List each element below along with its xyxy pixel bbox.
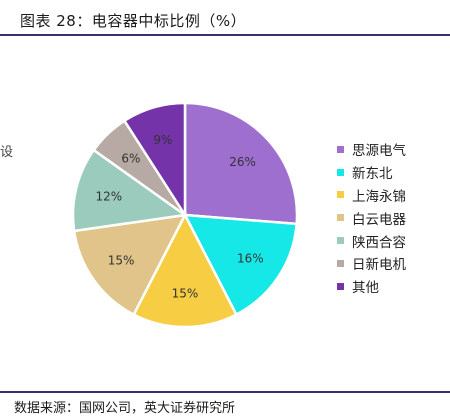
top-divider <box>0 34 450 36</box>
legend-label-4: 陕西合容 <box>352 234 406 251</box>
legend-label-3: 白云电器 <box>352 211 406 228</box>
legend-swatch-3 <box>337 214 344 222</box>
legend-label-5: 日新电机 <box>352 257 406 274</box>
bottom-divider <box>0 391 450 393</box>
legend-item-1: 新东北 <box>337 161 406 184</box>
pie-slice-6 <box>122 101 187 220</box>
legend-label-1: 新东北 <box>352 166 393 183</box>
data-source: 数据来源：国网公司，英大证券研究所 <box>14 401 236 416</box>
legend-swatch-2 <box>337 191 344 199</box>
legend-swatch-4 <box>337 237 344 245</box>
legend-item-6: 其他 <box>337 275 406 298</box>
pie-slice-1 <box>182 213 298 317</box>
legend-swatch-1 <box>337 168 344 176</box>
chart-legend: 思源电气新东北上海永锦白云电器陕西合容日新电机其他 <box>337 138 406 298</box>
slice-label-0: 26% <box>229 155 256 169</box>
pie-slice-2 <box>131 212 239 329</box>
legend-item-0: 思源电气 <box>337 138 406 161</box>
pie-slice-4 <box>71 148 189 233</box>
slice-label-2: 15% <box>172 286 199 300</box>
slice-label-4: 12% <box>95 190 122 204</box>
pie-slice-0 <box>183 101 299 226</box>
legend-swatch-6 <box>337 282 344 290</box>
legend-label-6: 其他 <box>352 280 379 297</box>
legend-item-5: 日新电机 <box>337 252 406 275</box>
legend-label-0: 思源电气 <box>352 143 406 160</box>
slice-label-3: 15% <box>108 254 135 268</box>
chart-title: 图表 28：电容器中标比例（%） <box>20 12 247 30</box>
slice-label-5: 6% <box>121 151 140 165</box>
legend-item-2: 上海永锦 <box>337 184 406 207</box>
slice-label-1: 16% <box>237 251 264 265</box>
legend-swatch-0 <box>337 145 344 153</box>
slice-label-6: 9% <box>153 133 172 147</box>
legend-item-3: 白云电器 <box>337 206 406 229</box>
truncated-side-text: 设 <box>0 145 14 160</box>
pie-slice-3 <box>72 213 188 317</box>
legend-item-4: 陕西合容 <box>337 229 406 252</box>
legend-label-2: 上海永锦 <box>352 188 406 205</box>
legend-swatch-5 <box>337 259 344 267</box>
